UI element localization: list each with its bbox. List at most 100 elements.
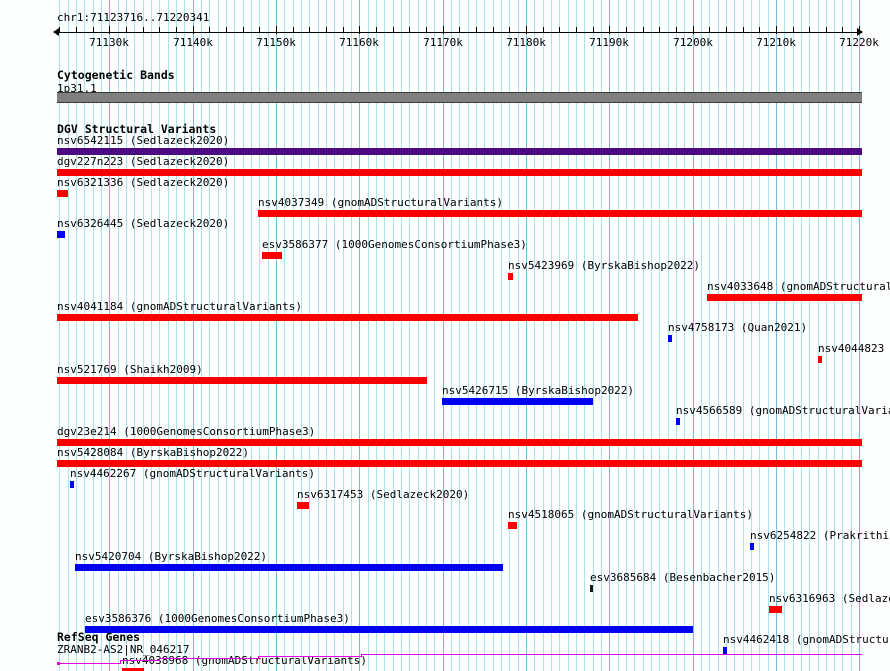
- variant-label: nsv521769 (Shaikh2009): [57, 362, 203, 376]
- ruler-tick-label-9: 71220k: [839, 36, 879, 49]
- variant-track[interactable]: esv3586376 (1000GenomesConsortiumPhase3): [0, 613, 890, 634]
- variant-bar[interactable]: [57, 231, 65, 239]
- variant-label: nsv4566589 (gnomADStructuralVariants): [676, 404, 890, 418]
- variant-bar[interactable]: [297, 501, 309, 509]
- ruler-tick: [709, 27, 710, 33]
- ruler-tick: [326, 27, 327, 33]
- variant-bar[interactable]: [723, 647, 727, 655]
- variant-bar[interactable]: [508, 522, 517, 530]
- ruler-tick: [826, 27, 827, 33]
- variant-track[interactable]: nsv4462267 (gnomADStructuralVariants): [0, 466, 890, 489]
- ruler-tick: [659, 27, 660, 33]
- variant-track[interactable]: dgv227n223 (Sedlazeck2020): [0, 155, 890, 177]
- variant-bar[interactable]: [75, 564, 503, 571]
- variant-label: nsv6321336 (Sedlazeck2020): [57, 175, 230, 189]
- ruler-tick: [126, 27, 127, 33]
- variant-track[interactable]: nsv4044823 (gnomADStructuralVariants): [0, 343, 890, 364]
- variant-bar[interactable]: [122, 668, 144, 671]
- variant-track[interactable]: nsv4462418 (gnomADStructuralVariants): [0, 634, 890, 655]
- ruler-tick: [459, 27, 460, 33]
- variant-bar[interactable]: [668, 335, 672, 343]
- gene-riser: [120, 660, 121, 664]
- variant-label: nsv4758173 (Quan2021): [668, 321, 808, 335]
- variant-label: esv3685684 (Besenbacher2015): [590, 570, 776, 584]
- variant-bar[interactable]: [676, 418, 680, 426]
- variant-track[interactable]: nsv6321336 (Sedlazeck2020): [0, 175, 890, 198]
- variant-track[interactable]: nsv6542115 (Sedlazeck2020): [0, 135, 890, 156]
- ruler-tick: [609, 26, 610, 34]
- ruler-tick: [759, 27, 760, 33]
- variant-track[interactable]: nsv6317453 (Sedlazeck2020): [0, 488, 890, 510]
- ruler-tick: [726, 27, 727, 33]
- variant-bar[interactable]: [57, 314, 638, 322]
- variant-bar[interactable]: [57, 168, 862, 176]
- ruler-tick-label-3: 71160k: [339, 36, 379, 49]
- variant-bar[interactable]: [57, 189, 68, 197]
- coordinate-ruler[interactable]: chr1:71123716..71220341 71130k 71140k 7115…: [0, 0, 890, 56]
- ruler-tick: [276, 26, 277, 34]
- gene-riser: [258, 656, 259, 659]
- ruler-arrow-right: [857, 28, 863, 36]
- variant-track[interactable]: nsv6326445 (Sedlazeck2020): [0, 218, 890, 239]
- variant-label: nsv4037349 (gnomADStructuralVariants): [258, 196, 504, 210]
- variant-bar[interactable]: [750, 543, 754, 551]
- variant-bar[interactable]: [590, 584, 593, 592]
- variant-label: esv3586376 (1000GenomesConsortiumPhase3): [85, 612, 350, 626]
- gene-exon: [57, 662, 60, 665]
- gene-intron-segment: [258, 656, 361, 657]
- variant-track[interactable]: nsv5423969 (ByrskaBishop2022): [0, 259, 890, 281]
- variant-bar[interactable]: [769, 605, 782, 613]
- variant-track[interactable]: esv3685684 (Besenbacher2015): [0, 570, 890, 593]
- cytoband-label: 1p31.1: [57, 82, 97, 95]
- variant-track[interactable]: nsv4758173 (Quan2021): [0, 322, 890, 343]
- variant-label: nsv4462267 (gnomADStructuralVariants): [70, 466, 316, 480]
- variant-track[interactable]: nsv5426715 (ByrskaBishop2022): [0, 384, 890, 406]
- variant-bar[interactable]: [57, 460, 862, 467]
- variant-bar[interactable]: [262, 252, 282, 259]
- cytoband-bar[interactable]: [57, 92, 862, 103]
- ruler-tick: [842, 27, 843, 33]
- variant-track[interactable]: nsv4037349 (gnomADStructuralVariants): [0, 197, 890, 218]
- ruler-tick: [159, 27, 160, 33]
- ruler-tick: [76, 27, 77, 33]
- ruler-tick: [59, 27, 60, 33]
- variant-label: nsv6316963 (Sedlazeck2020): [769, 591, 890, 605]
- variant-bar[interactable]: [707, 293, 862, 301]
- ruler-tick: [143, 27, 144, 33]
- variant-track[interactable]: nsv6254822 (Prakrithi2021): [0, 530, 890, 551]
- variant-label: nsv5420704 (ByrskaBishop2022): [75, 550, 268, 563]
- ruler-tick-label-0: 71130k: [89, 36, 129, 49]
- variant-bar[interactable]: [57, 148, 862, 155]
- variant-track[interactable]: nsv521769 (Shaikh2009): [0, 362, 890, 385]
- variant-label: nsv4462418 (gnomADStructuralVariants): [723, 633, 890, 647]
- variant-track[interactable]: nsv4566589 (gnomADStructuralVariants): [0, 405, 890, 426]
- ruler-tick: [576, 27, 577, 33]
- variant-bar[interactable]: [258, 210, 862, 218]
- gene-intron-segment: [361, 654, 862, 655]
- variant-track[interactable]: nsv4518065 (gnomADStructuralVariants): [0, 509, 890, 530]
- ruler-tick: [543, 27, 544, 33]
- variant-track[interactable]: nsv4038968 (gnomADStructuralVariants): [0, 655, 890, 671]
- variant-label: nsv6254822 (Prakrithi2021): [750, 529, 890, 543]
- variant-track[interactable]: nsv5420704 (ByrskaBishop2022): [0, 551, 890, 572]
- variant-track[interactable]: nsv6316963 (Sedlazeck2020): [0, 591, 890, 614]
- variant-bar[interactable]: [442, 397, 593, 405]
- variant-track[interactable]: nsv5428084 (ByrskaBishop2022): [0, 447, 890, 468]
- refseq-gene-label: ZRANB2-AS2|NR_046217: [57, 643, 190, 656]
- variant-bar[interactable]: [508, 272, 513, 280]
- ruler-tick-label-2: 71150k: [256, 36, 296, 49]
- ruler-tick: [176, 27, 177, 33]
- variant-bar[interactable]: [57, 439, 862, 447]
- ruler-tick: [676, 27, 677, 33]
- ruler-tick: [793, 27, 794, 33]
- variant-bar[interactable]: [57, 376, 427, 384]
- variant-label: nsv4033648 (gnomADStructuralVariants): [707, 279, 890, 293]
- variant-track[interactable]: dgv23e214 (1000GenomesConsortiumPhase3): [0, 426, 890, 447]
- variant-track[interactable]: esv3586377 (1000GenomesConsortiumPhase3): [0, 239, 890, 260]
- variant-track[interactable]: nsv4041184 (gnomADStructuralVariants): [0, 301, 890, 322]
- variant-track[interactable]: nsv4033648 (gnomADStructuralVariants): [0, 279, 890, 302]
- variant-bar[interactable]: [85, 626, 693, 634]
- variant-bar[interactable]: [70, 480, 74, 488]
- ruler-tick-label-4: 71170k: [423, 36, 463, 49]
- variant-bar[interactable]: [818, 356, 822, 363]
